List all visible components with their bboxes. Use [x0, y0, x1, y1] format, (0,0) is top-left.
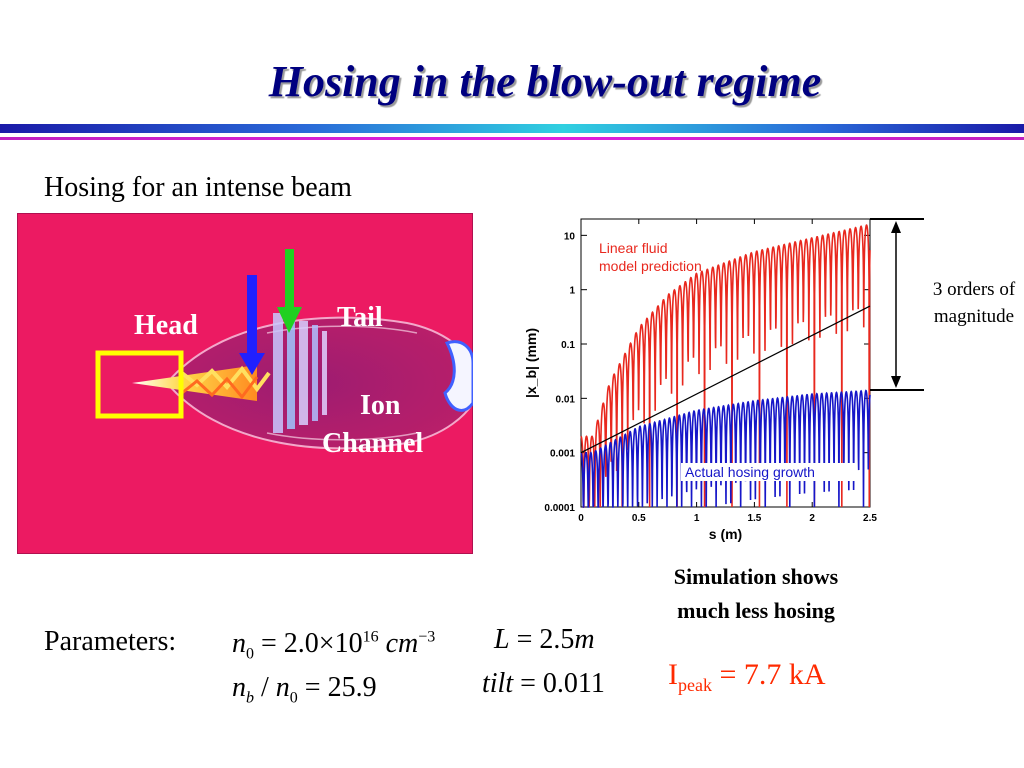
equation-length: L = 2.5m	[494, 624, 595, 655]
title-underline-magenta	[0, 137, 1024, 140]
y-tick-label: 0.01	[556, 394, 576, 405]
sim-label-tail: Tail	[337, 302, 383, 333]
series-label-actual: Actual hosing growth	[685, 464, 815, 480]
series-linear-fluid	[580, 224, 871, 509]
simulation-image	[17, 213, 473, 554]
y-tick-label: 0.1	[561, 340, 575, 351]
parameters-label: Parameters:	[44, 626, 177, 657]
caption-line-1: Simulation shows	[673, 564, 839, 589]
title-underline-blue	[0, 124, 1024, 133]
sim-label-channel: Channel	[322, 428, 424, 459]
section-heading: Hosing for an intense beam	[44, 172, 352, 203]
equation-density-ratio: nb / n0 = 25.9	[232, 672, 377, 707]
series-label-linear-line2: model prediction	[599, 258, 702, 274]
series-label-linear-line1: Linear fluid	[599, 240, 668, 256]
y-axis-label: |x_b| (mm)	[523, 328, 539, 398]
sim-label-head: Head	[134, 310, 198, 341]
equation-tilt: tilt = 0.011	[482, 668, 605, 699]
annotation-line-1: 3 orders of	[933, 279, 1016, 300]
x-axis-label: s (m)	[709, 526, 742, 542]
caption-line-2: much less hosing	[677, 598, 835, 623]
x-tick-label: 0	[578, 513, 584, 524]
bracket-arrowhead-up	[891, 221, 901, 233]
hosing-chart: 0 0.5 1 1.5 2 2.5 0.0001 0.001 0.01 0.1 1 10 s (m) |x…	[500, 205, 1024, 550]
sim-label-ion: Ion	[360, 390, 401, 421]
x-tick-label: 2.5	[863, 513, 877, 524]
peak-current: Ipeak = 7.7 kA	[668, 658, 826, 695]
annotation-line-2: magnitude	[934, 306, 1014, 327]
series-actual-hosing	[580, 389, 871, 508]
x-tick-label: 0.5	[632, 513, 646, 524]
y-tick-label: 1	[569, 286, 575, 297]
x-tick-label: 2	[809, 513, 815, 524]
equation-n0: n0 = 2.0×1016 cm−3	[232, 628, 436, 663]
series-label-actual-bg	[681, 463, 857, 481]
series-reference-line	[580, 305, 871, 454]
bracket-arrowhead-down	[891, 376, 901, 388]
x-tick-label: 1.5	[747, 513, 761, 524]
y-tick-label: 10	[564, 231, 576, 242]
page-title: Hosing in the blow-out regime	[268, 57, 822, 106]
x-tick-label: 1	[694, 513, 700, 524]
y-tick-label: 0.0001	[544, 503, 575, 514]
y-tick-label: 0.001	[550, 449, 575, 460]
